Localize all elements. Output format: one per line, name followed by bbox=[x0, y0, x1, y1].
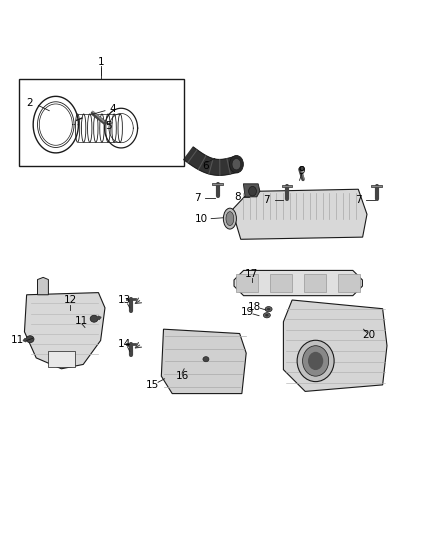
Text: 15: 15 bbox=[146, 380, 159, 390]
Polygon shape bbox=[38, 277, 48, 295]
Ellipse shape bbox=[223, 208, 237, 229]
Polygon shape bbox=[161, 329, 246, 393]
Ellipse shape bbox=[26, 336, 34, 343]
Text: 20: 20 bbox=[363, 330, 376, 340]
Text: 14: 14 bbox=[118, 339, 131, 349]
Text: 7: 7 bbox=[194, 193, 201, 203]
Text: 18: 18 bbox=[248, 302, 261, 312]
Ellipse shape bbox=[297, 340, 334, 382]
Ellipse shape bbox=[90, 315, 98, 322]
Bar bbox=[339, 274, 360, 292]
Polygon shape bbox=[234, 270, 362, 296]
Text: 7: 7 bbox=[355, 196, 362, 205]
Ellipse shape bbox=[249, 187, 256, 196]
Bar bbox=[304, 274, 326, 292]
FancyArrow shape bbox=[94, 316, 101, 320]
Text: 8: 8 bbox=[234, 192, 241, 202]
Ellipse shape bbox=[308, 352, 323, 370]
Text: 10: 10 bbox=[195, 214, 208, 224]
Polygon shape bbox=[232, 189, 367, 239]
Ellipse shape bbox=[265, 314, 268, 317]
Ellipse shape bbox=[299, 166, 304, 171]
Polygon shape bbox=[25, 293, 105, 369]
Ellipse shape bbox=[265, 306, 272, 312]
Ellipse shape bbox=[203, 357, 209, 362]
Text: 12: 12 bbox=[64, 295, 77, 305]
Ellipse shape bbox=[232, 158, 241, 170]
Bar bbox=[48, 351, 74, 367]
Ellipse shape bbox=[303, 346, 328, 376]
FancyArrow shape bbox=[23, 338, 30, 342]
Ellipse shape bbox=[226, 212, 234, 225]
Text: 11: 11 bbox=[11, 335, 25, 345]
Text: 11: 11 bbox=[75, 316, 88, 326]
Polygon shape bbox=[244, 184, 260, 197]
Bar bbox=[19, 79, 184, 166]
Bar bbox=[270, 274, 292, 292]
Ellipse shape bbox=[230, 156, 244, 173]
Polygon shape bbox=[283, 300, 387, 391]
Ellipse shape bbox=[267, 308, 270, 310]
Text: 16: 16 bbox=[175, 371, 189, 381]
Text: 5: 5 bbox=[105, 122, 111, 131]
Text: 9: 9 bbox=[298, 166, 305, 176]
Polygon shape bbox=[184, 147, 239, 175]
Bar bbox=[236, 274, 258, 292]
Text: 13: 13 bbox=[118, 295, 131, 305]
Text: 2: 2 bbox=[26, 98, 33, 108]
Text: 19: 19 bbox=[240, 307, 254, 317]
Text: 6: 6 bbox=[203, 160, 209, 171]
Ellipse shape bbox=[263, 313, 270, 318]
Text: 7: 7 bbox=[264, 196, 270, 205]
Text: 4: 4 bbox=[109, 104, 116, 114]
Text: 1: 1 bbox=[98, 57, 105, 67]
Text: 17: 17 bbox=[245, 269, 258, 279]
